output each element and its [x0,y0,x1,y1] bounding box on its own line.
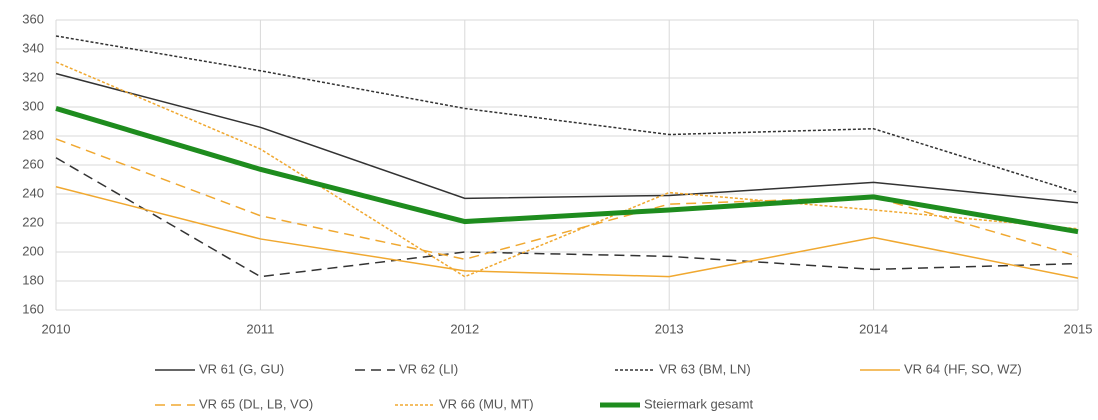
y-tick-label: 220 [22,214,44,229]
y-tick-label: 180 [22,272,44,287]
legend-label: VR 61 (G, GU) [199,361,284,376]
x-tick-label: 2014 [859,321,888,336]
legend-label: Steiermark gesamt [644,396,753,411]
legend-label: VR 66 (MU, MT) [439,396,534,411]
series-line [55,35,1079,194]
series-line [55,157,1079,278]
legend-label: VR 65 (DL, LB, VO) [199,396,313,411]
series-line [55,72,1079,204]
x-tick-label: 2013 [655,321,684,336]
legend-label: VR 64 (HF, SO, WZ) [904,361,1022,376]
y-tick-label: 200 [22,243,44,258]
y-tick-label: 300 [22,98,44,113]
y-tick-label: 260 [22,156,44,171]
y-tick-label: 320 [22,69,44,84]
legend-label: VR 63 (BM, LN) [659,361,751,376]
y-tick-label: 340 [22,40,44,55]
series-line [55,138,1079,261]
legend-label: VR 62 (LI) [399,361,458,376]
series-line [55,61,1079,278]
x-tick-label: 2015 [1064,321,1093,336]
x-tick-label: 2010 [42,321,71,336]
series-line [55,106,1079,235]
y-tick-label: 160 [22,301,44,316]
x-tick-label: 2011 [246,321,274,336]
y-tick-label: 280 [22,127,44,142]
y-tick-label: 360 [22,11,44,26]
y-tick-label: 240 [22,185,44,200]
series-line [55,186,1079,279]
x-tick-label: 2012 [450,321,479,336]
